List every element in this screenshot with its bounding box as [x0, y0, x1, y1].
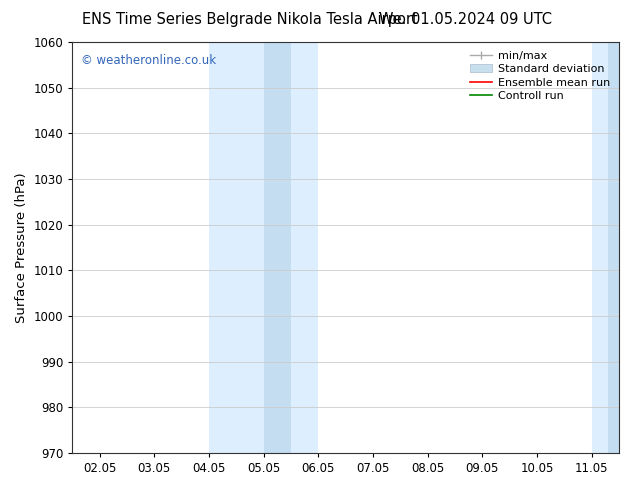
Text: © weatheronline.co.uk: © weatheronline.co.uk	[81, 54, 216, 68]
Legend: min/max, Standard deviation, Ensemble mean run, Controll run: min/max, Standard deviation, Ensemble me…	[467, 48, 614, 104]
Bar	[209, 42, 318, 453]
Text: ENS Time Series Belgrade Nikola Tesla Airport: ENS Time Series Belgrade Nikola Tesla Ai…	[82, 12, 418, 27]
Text: We. 01.05.2024 09 UTC: We. 01.05.2024 09 UTC	[378, 12, 552, 27]
Bar	[592, 42, 619, 453]
Y-axis label: Surface Pressure (hPa): Surface Pressure (hPa)	[15, 172, 28, 323]
Bar	[264, 42, 291, 453]
Bar	[608, 42, 619, 453]
